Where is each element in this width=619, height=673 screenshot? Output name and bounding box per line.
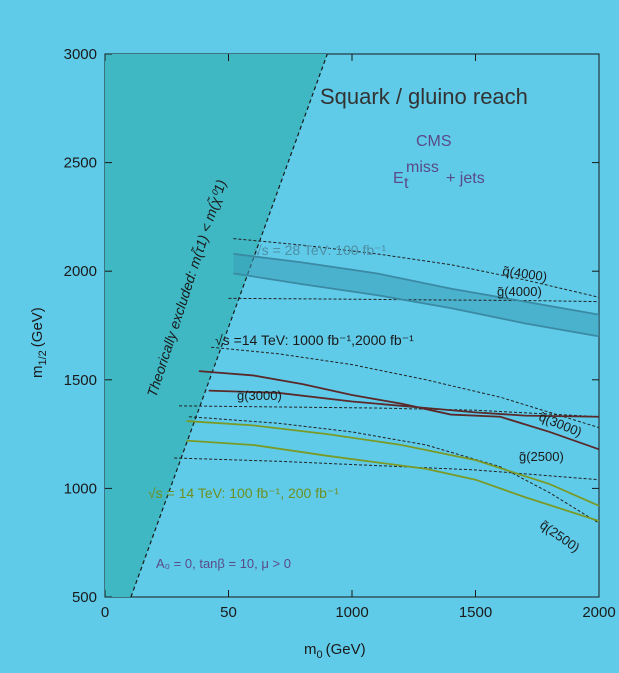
annotation-28tev: √s = 28 TeV: 100 fb⁻¹: [254, 242, 387, 258]
x-tick-label-2: 1000: [335, 604, 368, 621]
annotation-14tev-high: √s =14 TeV: 1000 fb⁻¹,2000 fb⁻¹: [215, 332, 414, 348]
excluded-boundary-line: [130, 53, 328, 598]
label-g2500: g̃(2500): [519, 449, 564, 464]
y-tick-label-1: 1000: [64, 480, 97, 497]
series-line-3: [233, 272, 600, 338]
label-q4000: q̃(4000): [502, 263, 548, 284]
x-tick-label-4: 2000: [582, 604, 615, 621]
x-tick-label-1: 50: [220, 604, 237, 621]
series-line-4: [211, 346, 600, 429]
series-line-5: [179, 405, 600, 418]
label-q2500: q̃(2500): [537, 517, 582, 555]
label-g3000: g̃(3000): [237, 388, 282, 403]
y-axis-label: m1/2(GeV): [29, 307, 49, 378]
y-tick-label-5: 3000: [64, 46, 97, 63]
emiss-main: E: [393, 170, 404, 187]
annotation-14tev-low: √s = 14 TeV: 100 fb⁻¹, 200 fb⁻¹: [148, 485, 339, 501]
series-line-0: [233, 238, 600, 298]
series-line-8: [188, 416, 600, 524]
annotation-params: A₀ = 0, tanβ = 10, μ > 0: [156, 556, 291, 571]
y-tick-label-3: 2000: [64, 263, 97, 280]
x-tick-label-0: 0: [101, 604, 109, 621]
series-line-1: [228, 297, 600, 303]
chart-title: Squark / gluino reach: [320, 84, 528, 109]
reach-band-28tev: [233, 253, 599, 337]
series-line-10: [186, 420, 600, 507]
y-tick-label-0: 500: [72, 589, 97, 606]
emiss-sub: t: [404, 175, 409, 192]
series-line-7: [208, 389, 600, 418]
cms-label: CMS: [416, 133, 452, 150]
series-line-11: [186, 439, 600, 522]
series-line-6: [198, 370, 600, 451]
label-g4000: g̃(4000): [497, 284, 542, 299]
y-tick-label-4: 2500: [64, 155, 97, 172]
x-tick-label-3: 1500: [459, 604, 492, 621]
emiss-sup: miss: [406, 159, 439, 176]
jets-label: + jets: [446, 170, 485, 187]
series-line-2: [233, 252, 600, 316]
y-tick-label-2: 1500: [64, 372, 97, 389]
excluded-region: [105, 54, 328, 597]
x-axis-label: m0 (GeV): [304, 641, 366, 661]
